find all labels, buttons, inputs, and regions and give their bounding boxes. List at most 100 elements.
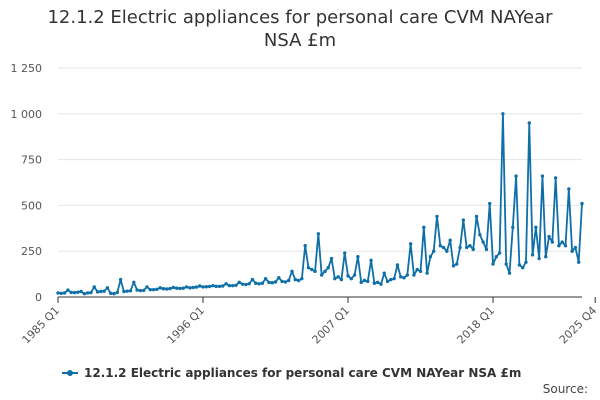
data-point — [217, 284, 222, 289]
x-tick-label: 2018 Q1 — [455, 304, 498, 347]
data-point — [362, 278, 367, 283]
data-point — [230, 283, 235, 288]
data-point — [237, 280, 241, 285]
data-point — [557, 244, 561, 248]
data-point — [441, 245, 446, 250]
data-point — [359, 280, 363, 285]
data-point — [188, 286, 192, 290]
data-point — [389, 277, 393, 282]
data-point — [369, 258, 373, 263]
data-point — [201, 285, 205, 289]
data-point — [412, 273, 416, 277]
data-point — [273, 280, 278, 284]
data-point — [438, 244, 442, 248]
data-point — [481, 240, 485, 244]
data-point — [478, 233, 482, 237]
data-point — [349, 276, 354, 281]
data-point — [484, 247, 489, 252]
data-point — [310, 267, 314, 272]
data-point — [99, 289, 103, 294]
data-point — [313, 269, 317, 274]
data-point — [329, 256, 334, 261]
data-point — [382, 271, 386, 275]
data-point — [250, 277, 255, 282]
data-point — [286, 278, 291, 283]
data-point — [240, 282, 245, 286]
data-point — [507, 271, 512, 275]
data-point — [534, 225, 538, 230]
data-point — [372, 281, 377, 285]
data-point — [293, 277, 297, 282]
data-point — [435, 214, 439, 219]
data-point — [125, 289, 129, 293]
data-point — [105, 286, 110, 290]
data-point — [155, 287, 159, 292]
chart-title-line-1: 12.1.2 Electric appliances for personal … — [47, 7, 553, 28]
y-tick-label: 1 250 — [11, 62, 43, 75]
data-point — [138, 288, 143, 293]
data-point — [115, 290, 120, 295]
data-point — [102, 289, 106, 293]
data-point — [385, 279, 390, 284]
data-point — [402, 276, 406, 280]
data-point — [181, 286, 185, 290]
data-point — [254, 281, 258, 285]
data-point — [109, 291, 113, 296]
data-point — [198, 284, 202, 288]
data-point — [306, 265, 311, 270]
chart-legend[interactable]: 12.1.2 Electric appliances for personal … — [62, 364, 521, 382]
x-tick-label: 2025 Q4 — [557, 304, 600, 347]
data-point — [468, 244, 472, 248]
data-point — [303, 244, 307, 248]
data-point — [550, 240, 555, 244]
data-point — [540, 174, 545, 178]
x-tick-label: 1996 Q1 — [165, 304, 208, 347]
data-point — [425, 271, 429, 275]
data-point — [336, 275, 340, 279]
data-point — [392, 276, 396, 281]
y-tick-label: 0 — [35, 291, 42, 304]
data-point — [234, 283, 238, 287]
data-point — [290, 269, 294, 274]
data-point — [204, 285, 208, 289]
data-point — [352, 273, 357, 277]
data-point — [122, 289, 126, 294]
data-point — [184, 285, 189, 289]
data-point — [567, 187, 571, 191]
data-point — [455, 262, 459, 266]
data-point — [82, 292, 87, 296]
data-point — [89, 290, 93, 295]
data-point — [224, 282, 228, 286]
data-point — [514, 174, 518, 178]
data-point — [151, 287, 156, 292]
data-point — [346, 274, 350, 278]
series-line — [57, 112, 583, 295]
y-tick-label: 1 000 — [11, 108, 43, 121]
chart-title: 12.1.2 Electric appliances for personal … — [0, 6, 600, 52]
data-point — [148, 287, 152, 292]
data-point — [326, 265, 330, 270]
data-point — [296, 278, 301, 283]
source-label: Source: — [542, 382, 588, 396]
data-point — [161, 287, 166, 291]
data-point — [260, 281, 265, 285]
data-point — [461, 218, 466, 222]
legend-line-marker-icon — [62, 367, 78, 379]
data-point — [92, 285, 96, 289]
data-point — [207, 284, 212, 289]
data-point — [560, 240, 564, 244]
data-point — [573, 245, 578, 250]
data-point — [178, 286, 182, 291]
data-point — [517, 263, 522, 267]
data-point — [66, 288, 70, 292]
data-point — [59, 291, 63, 296]
data-point — [165, 287, 169, 291]
data-point — [72, 290, 77, 295]
data-point — [471, 247, 475, 252]
data-point — [79, 289, 83, 294]
data-point — [263, 276, 268, 281]
data-point — [221, 284, 225, 288]
data-point — [408, 242, 413, 246]
data-point — [141, 288, 146, 293]
